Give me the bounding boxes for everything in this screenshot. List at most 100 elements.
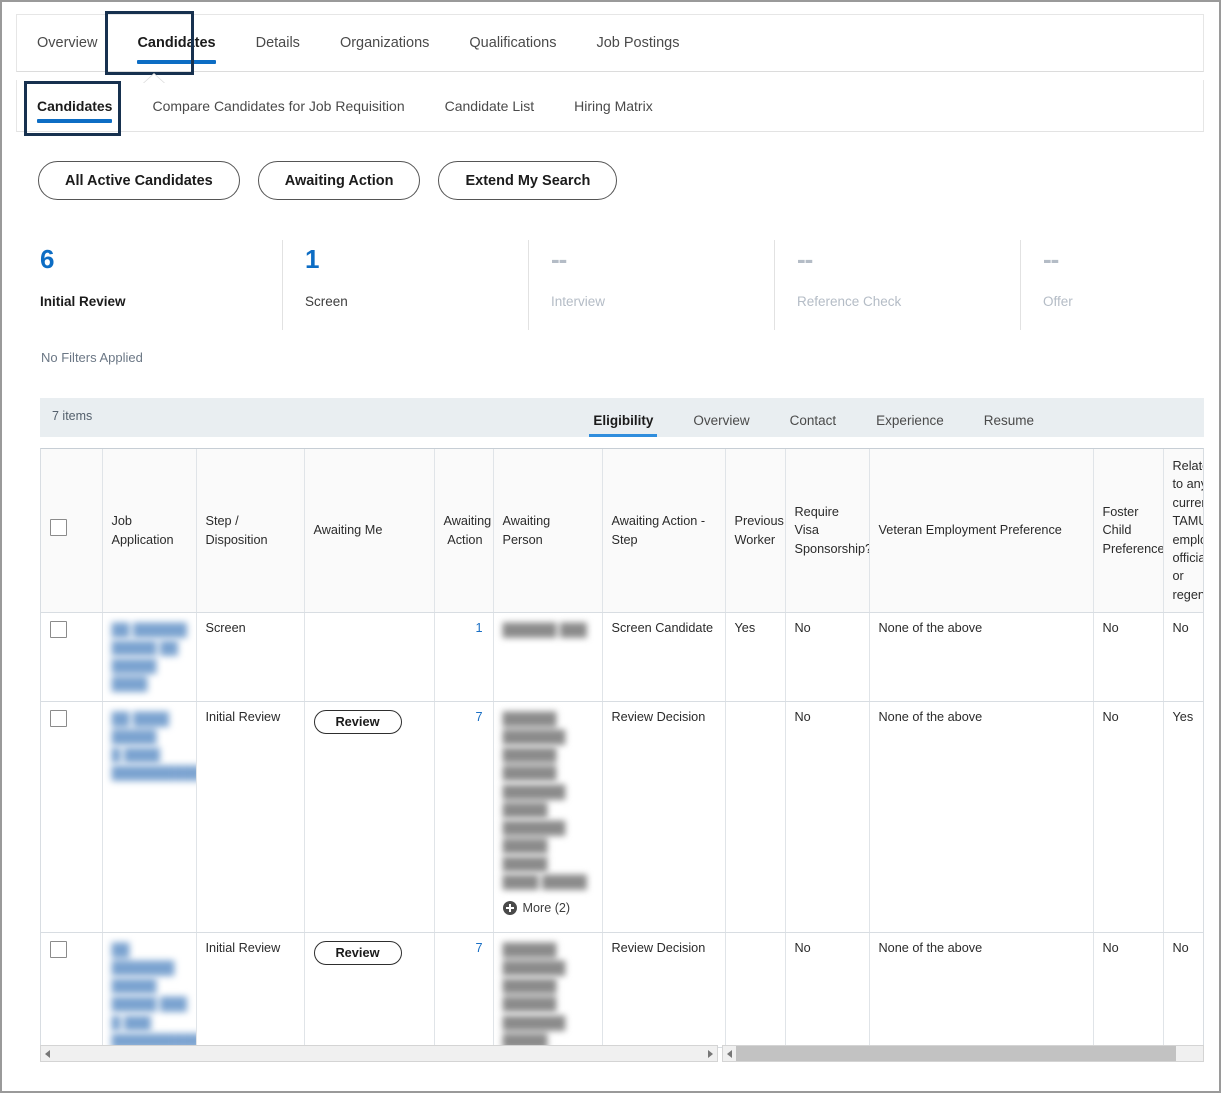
- subtab-candidate-list[interactable]: Candidate List: [425, 80, 555, 131]
- col-foster-child-preference[interactable]: Foster Child Preference: [1093, 449, 1164, 614]
- cell-awaiting-action[interactable]: 7: [434, 701, 494, 934]
- review-button[interactable]: Review: [313, 941, 402, 966]
- tab-candidates-label: Candidates: [137, 35, 216, 51]
- job-application-link-redacted-line: ██ ███████: [111, 943, 175, 976]
- awaiting-person-redacted-line: ██████ ██████: [502, 748, 557, 781]
- cell-awaiting-me: Review: [304, 701, 435, 934]
- cell-veteran-employment-preference: None of the above: [869, 612, 1094, 703]
- col-related-to-tamus[interactable]: Related to any current TAMUS employee, o…: [1163, 449, 1203, 614]
- stage-interview-count: --: [551, 244, 567, 274]
- row-select-cell: [41, 932, 103, 1047]
- job-application-link-redacted-line: ██████████: [111, 1033, 196, 1048]
- cell-job-application[interactable]: ██ ████ █████ █ ████ ██████████: [102, 701, 197, 934]
- cell-veteran-employment-preference: None of the above: [869, 701, 1094, 934]
- col-previous-worker[interactable]: Previous Worker: [725, 449, 786, 614]
- scroll-right-arrow-icon[interactable]: [704, 1046, 717, 1061]
- col-awaiting-person[interactable]: Awaiting Person: [493, 449, 603, 614]
- grid-tab-experience[interactable]: Experience: [856, 413, 964, 437]
- row-checkbox[interactable]: [50, 710, 67, 728]
- stage-initial-review[interactable]: 6 Initial Review: [40, 240, 282, 330]
- more-link[interactable]: More (2): [502, 900, 594, 915]
- tab-organizations[interactable]: Organizations: [320, 15, 449, 71]
- cell-awaiting-action[interactable]: 1: [434, 612, 494, 703]
- grid-tab-eligibility-label: Eligibility: [593, 413, 654, 428]
- row-checkbox[interactable]: [50, 941, 67, 959]
- select-all-header: [41, 449, 103, 614]
- grid-view-tabs: Eligibility Overview Contact Experience …: [573, 413, 1054, 437]
- col-veteran-employment-preference[interactable]: Veteran Employment Preference: [869, 449, 1094, 614]
- stage-screen[interactable]: 1 Screen: [282, 240, 528, 330]
- outer-scroll-left-arrow-icon[interactable]: [723, 1046, 736, 1061]
- awaiting-person-redacted-line: ███████ █████: [502, 820, 566, 853]
- col-job-application[interactable]: Job Application: [102, 449, 197, 614]
- stage-reference-check[interactable]: -- Reference Check: [774, 240, 1020, 330]
- cell-related-to-tamus: Yes: [1163, 701, 1203, 934]
- cell-previous-worker: [725, 701, 786, 934]
- awaiting-action-button[interactable]: Awaiting Action: [257, 161, 421, 200]
- stage-offer[interactable]: -- Offer: [1020, 240, 1200, 330]
- all-active-candidates-button[interactable]: All Active Candidates: [38, 161, 240, 200]
- cell-veteran-employment-preference: None of the above: [869, 932, 1094, 1047]
- cell-step-disposition: Initial Review: [196, 701, 305, 934]
- grid-tab-experience-label: Experience: [876, 413, 944, 428]
- awaiting-person-redacted-line: ████ █████: [502, 874, 587, 889]
- awaiting-person-redacted-line: ██████ ███: [502, 623, 587, 638]
- tab-overview[interactable]: Overview: [17, 15, 117, 71]
- subtab-hiring-matrix-label: Hiring Matrix: [574, 97, 653, 114]
- grid-tab-overview[interactable]: Overview: [673, 413, 769, 437]
- awaiting-person-redacted-line: ███████ █████: [502, 784, 566, 817]
- col-awaiting-action-step[interactable]: Awaiting Action - Step: [602, 449, 726, 614]
- cell-require-visa-sponsorship: No: [785, 932, 870, 1047]
- grid-tab-contact[interactable]: Contact: [770, 413, 857, 437]
- tab-job-postings[interactable]: Job Postings: [576, 15, 699, 71]
- table-header: Job Application Step / Disposition Await…: [41, 449, 1203, 614]
- scroll-left-arrow-icon[interactable]: [41, 1046, 54, 1061]
- stage-interview-label: Interview: [551, 294, 606, 309]
- stage-interview[interactable]: -- Interview: [528, 240, 774, 330]
- cell-require-visa-sponsorship: No: [785, 612, 870, 703]
- extend-my-search-button[interactable]: Extend My Search: [438, 161, 618, 200]
- cell-job-application[interactable]: ██ ██████ █████ ██ █████ ████: [102, 612, 197, 703]
- stage-reference-check-count: --: [797, 244, 813, 274]
- cell-related-to-tamus: No: [1163, 612, 1203, 703]
- cell-awaiting-action[interactable]: 7: [434, 932, 494, 1047]
- job-application-link-redacted-line: ██ ████ █████: [111, 712, 169, 745]
- table-row: ██ ██████ █████ ██ █████ ████ Screen 1 █…: [41, 612, 1203, 703]
- inner-scrollbar-track[interactable]: [54, 1046, 704, 1061]
- tab-qualifications[interactable]: Qualifications: [449, 15, 576, 71]
- grid-tab-eligibility[interactable]: Eligibility: [573, 413, 673, 437]
- tab-candidates[interactable]: Candidates: [117, 15, 235, 71]
- awaiting-action-label: Awaiting Action: [284, 172, 394, 189]
- cell-awaiting-person: ██████ ███: [493, 612, 603, 703]
- tab-job-postings-label: Job Postings: [596, 35, 680, 51]
- subtab-hiring-matrix[interactable]: Hiring Matrix: [554, 80, 673, 131]
- awaiting-person-redacted-line: ██████ ███████: [502, 712, 566, 745]
- subtab-compare-candidates[interactable]: Compare Candidates for Job Requisition: [132, 80, 424, 131]
- cell-job-application[interactable]: ██ ███████ █████ █████ ███ █ ███ ███████…: [102, 932, 197, 1048]
- row-select-cell: [41, 701, 103, 934]
- col-awaiting-me[interactable]: Awaiting Me: [304, 449, 435, 614]
- col-step-disposition[interactable]: Step / Disposition: [196, 449, 305, 614]
- tab-organizations-label: Organizations: [339, 35, 430, 51]
- select-all-checkbox[interactable]: [50, 519, 67, 537]
- col-awaiting-action[interactable]: Awaiting Action: [434, 449, 494, 614]
- cell-step-disposition: Screen: [196, 612, 305, 703]
- outer-horizontal-scrollbar[interactable]: [722, 1045, 1204, 1062]
- outer-scrollbar-thumb[interactable]: [736, 1046, 1176, 1061]
- col-require-visa-sponsorship[interactable]: Require Visa Sponsorship?: [785, 449, 870, 614]
- subtab-compare-candidates-label: Compare Candidates for Job Requisition: [152, 97, 405, 114]
- inner-horizontal-scrollbar[interactable]: [40, 1045, 718, 1062]
- grid-tab-eligibility-underline: [589, 434, 658, 437]
- row-checkbox[interactable]: [50, 621, 67, 639]
- subtab-candidates[interactable]: Candidates: [17, 80, 132, 131]
- cell-awaiting-action-step: Review Decision: [602, 932, 726, 1047]
- subtab-candidate-list-label: Candidate List: [444, 97, 535, 114]
- outer-scrollbar-track[interactable]: [736, 1046, 1203, 1061]
- grid-tab-resume[interactable]: Resume: [964, 413, 1054, 437]
- cell-step-disposition: Initial Review: [196, 932, 305, 1047]
- review-button[interactable]: Review: [313, 710, 402, 735]
- secondary-tab-bar: Candidates Compare Candidates for Job Re…: [16, 80, 1204, 132]
- subtab-candidates-underline: [37, 119, 113, 123]
- tab-details[interactable]: Details: [236, 15, 320, 71]
